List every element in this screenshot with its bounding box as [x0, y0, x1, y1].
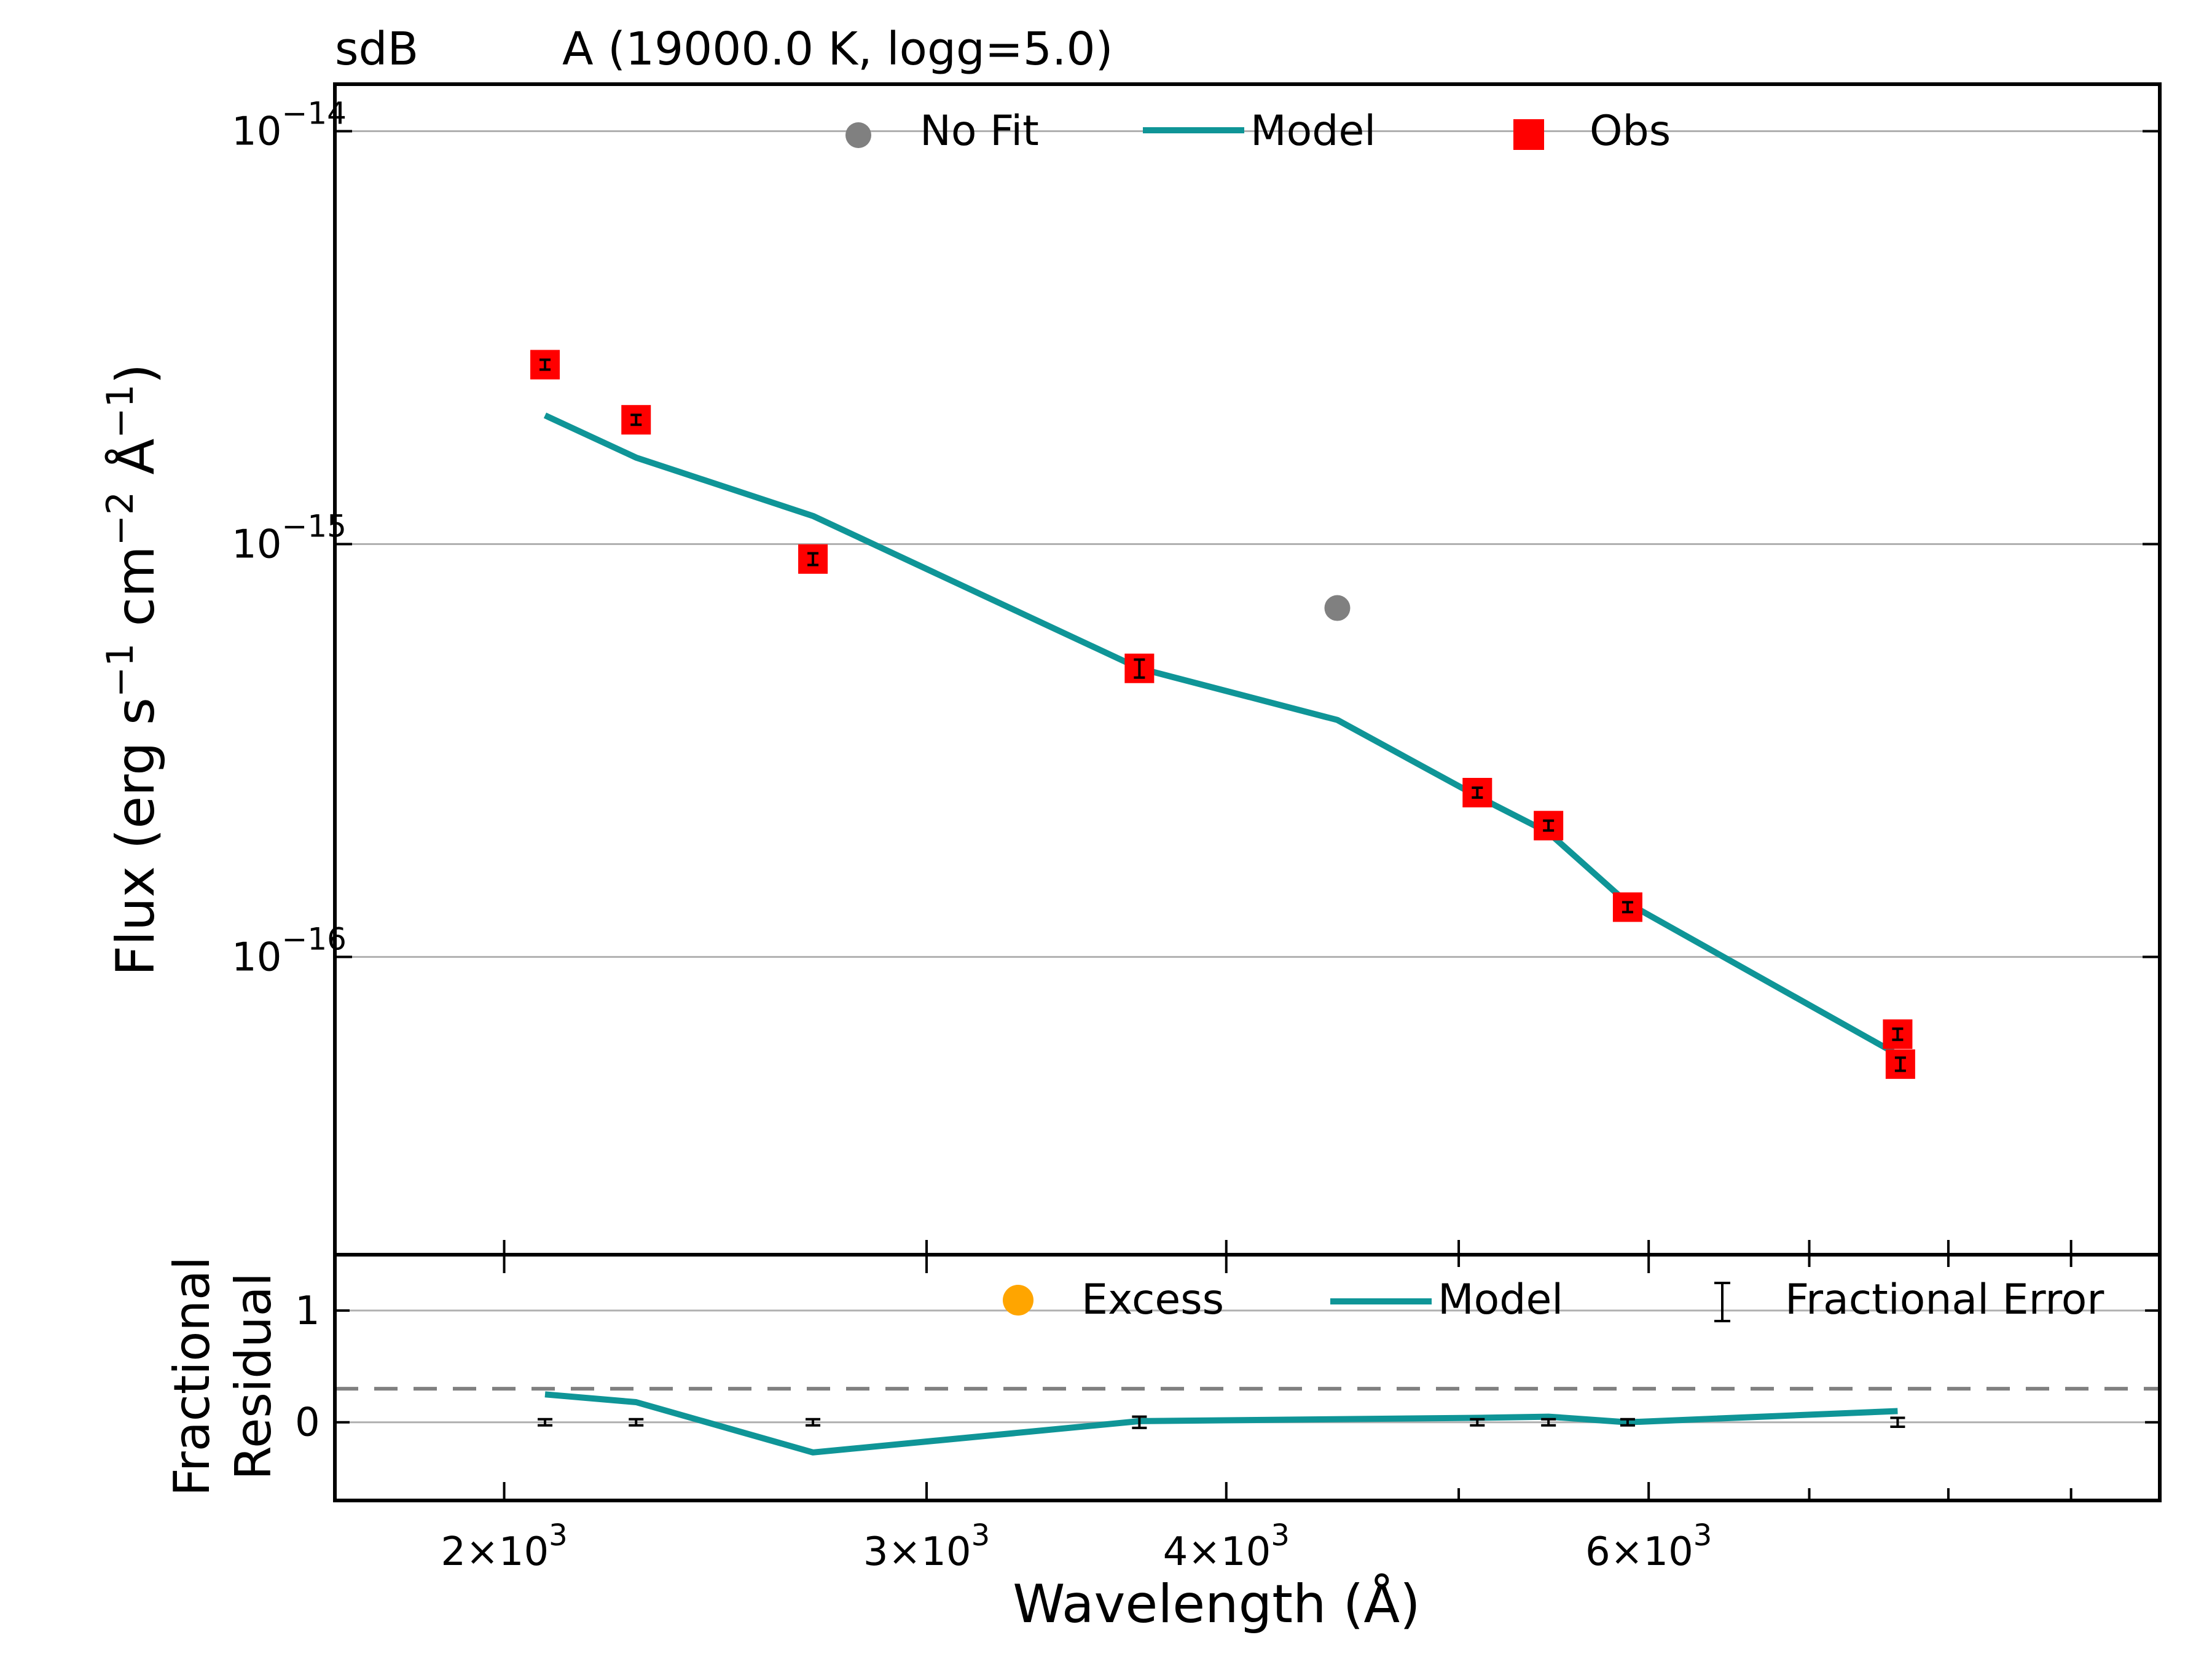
residual-xtick-label-mantissa-2: 4×10 [1163, 1529, 1271, 1575]
sed-y-axis-title-part-6: ) [105, 364, 167, 385]
object-class-label: sdB [335, 23, 418, 76]
sed-model-series [543, 412, 1899, 1057]
sed-y-axis-title-part-3: −2 [99, 492, 142, 546]
legend-nofit-marker [845, 122, 871, 148]
legend-excess-label: Excess [1081, 1276, 1224, 1324]
sed-gridlines [335, 130, 2160, 958]
residual-xtick-label-exp-2: 3 [1271, 1518, 1290, 1553]
legend-excess-marker [1003, 1285, 1033, 1316]
residual-xtick-label-exp-0: 3 [549, 1518, 568, 1553]
sed-y-axis-title-part-1: −1 [99, 643, 142, 697]
sed-ytick-label-exp-2: −16 [281, 921, 347, 957]
sed-ytick-label-base-1: 10 [232, 522, 281, 567]
residual-legend: Excess Model Fractional Error [1003, 1276, 2104, 1324]
legend-model-label: Model [1250, 107, 1376, 155]
residual-x-tick-labels: 2×103 3×103 4×103 6×103 [441, 1518, 1712, 1575]
sed-model-line [543, 412, 1899, 1057]
sed-ticks [335, 130, 2160, 1255]
sed-y-axis-title-part-0: Flux (erg s [105, 697, 167, 976]
residual-axes-frame [333, 1253, 2162, 1502]
sed-ytick-label-0: 10−14 [232, 96, 347, 155]
sed-legend: No Fit Model Obs [845, 107, 1671, 155]
legend-fractional-error-marker [1714, 1282, 1730, 1322]
sed-ytick-label-exp-1: −15 [281, 508, 347, 544]
sed-axes-frame [333, 82, 2162, 1257]
residual-y-axis-title-line1: Fractional [163, 1257, 221, 1497]
sed-ytick-label-base-2: 10 [232, 935, 281, 980]
residual-ytick-label-1: 0 [295, 1400, 320, 1446]
residual-ytick-label-0: 1 [295, 1288, 320, 1334]
nofit-point-0 [1324, 595, 1351, 621]
x-axis-title: Wavelength (Å) [1013, 1573, 1420, 1635]
sed-ytick-label-base-0: 10 [232, 109, 281, 155]
residual-panel: 10 2×103 3×103 4×103 6×103 Fractional Resid… [163, 1253, 2162, 1635]
sed-y-axis-title-part-5: −1 [99, 384, 142, 438]
sed-ytick-label-2: 10−16 [232, 921, 347, 980]
sed-ytick-label-1: 10−15 [232, 508, 347, 567]
legend-fractional-error-label: Fractional Error [1785, 1276, 2104, 1324]
residual-model-series [544, 1391, 1898, 1456]
legend-obs-marker [1513, 119, 1544, 150]
residual-xtick-label-0: 2×103 [441, 1518, 567, 1575]
residual-xtick-label-3: 6×103 [1585, 1518, 1712, 1575]
residual-xtick-label-exp-1: 3 [971, 1518, 990, 1553]
residual-y-axis-title-line2: Residual [225, 1273, 282, 1480]
sed-obs-series [530, 350, 1915, 1079]
fit-summary-label: A (19000.0 K, logg=5.0) [562, 23, 1113, 76]
legend-residual-model-label: Model [1438, 1276, 1563, 1324]
residual-xtick-label-mantissa-1: 3×10 [863, 1529, 971, 1575]
legend-nofit-label: No Fit [920, 107, 1039, 155]
sed-nofit-series [1324, 595, 1351, 621]
residual-error-series [538, 1415, 1905, 1429]
residual-xtick-label-exp-3: 3 [1693, 1518, 1712, 1553]
residual-xtick-label-mantissa-0: 2×10 [441, 1529, 549, 1575]
residual-model-line [544, 1391, 1898, 1456]
residual-xtick-label-2: 4×103 [1163, 1518, 1290, 1575]
sed-y-axis-title-part-2: cm [105, 546, 167, 643]
sed-y-axis-title-part-4: Å [104, 439, 167, 492]
residual-xtick-label-mantissa-3: 6×10 [1585, 1529, 1693, 1575]
residual-ticks [335, 1255, 2160, 1500]
residual-xtick-label-1: 3×103 [863, 1518, 990, 1575]
residual-gridlines [335, 1309, 2160, 1424]
residual-y-tick-labels: 10 [295, 1288, 320, 1446]
sed-ytick-label-exp-0: −14 [281, 96, 347, 131]
sed-y-axis-title: Flux (erg s−1 cm−2 Å−1) [99, 364, 167, 976]
legend-obs-label: Obs [1590, 107, 1671, 155]
